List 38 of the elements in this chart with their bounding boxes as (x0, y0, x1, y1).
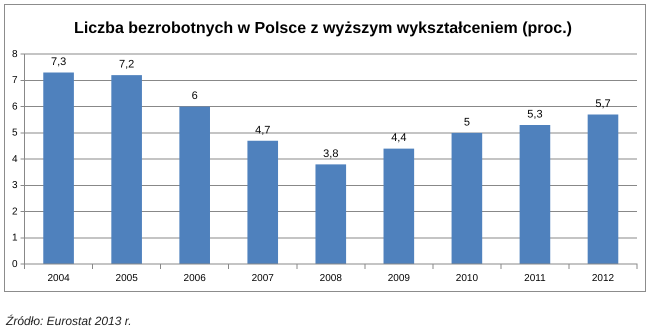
text: Źródło: Eurostat 2013 r. (6, 314, 132, 328)
bar (588, 114, 618, 264)
y-tick-label: 0 (12, 258, 18, 270)
y-tick-label: 2 (12, 206, 18, 218)
data-label: 5,7 (595, 98, 611, 110)
bar (247, 140, 278, 264)
y-tick-label: 4 (12, 154, 18, 165)
chart-title: Liczba bezrobotnych w Polsce z wyższym wykształceniem (proc.) (74, 20, 572, 38)
bar (43, 72, 74, 264)
x-tick-label: 2006 (184, 272, 206, 284)
bar (315, 164, 346, 264)
x-tick-label: 2008 (320, 272, 342, 284)
bar (520, 125, 550, 264)
bar (179, 106, 210, 264)
data-label: 3,8 (323, 148, 338, 160)
y-tick-label: 3 (12, 180, 18, 192)
y-tick-label: 1 (12, 232, 18, 244)
data-label: 7,2 (118, 58, 134, 71)
bar (452, 132, 482, 264)
x-tick-label: 2011 (524, 272, 546, 284)
x-tick-label: 2005 (116, 272, 138, 284)
x-tick-label: 2009 (388, 272, 410, 284)
data-label: 7,3 (50, 56, 66, 68)
y-tick-label: 8 (12, 48, 18, 60)
x-tick-label: 2010 (456, 272, 478, 284)
y-tick-label: 6 (12, 101, 18, 112)
data-label: 6 (192, 90, 198, 102)
bar (111, 75, 142, 264)
x-tick-label: 2004 (47, 272, 70, 284)
x-tick-label: 2007 (252, 272, 274, 284)
data-label: 4,4 (391, 132, 406, 144)
y-tick-label: 5 (12, 128, 18, 139)
x-tick-label: 2012 (592, 272, 615, 284)
bar (384, 148, 414, 264)
y-tick-label: 7 (12, 75, 18, 86)
data-label: 4,7 (255, 124, 270, 136)
data-label: 5,3 (527, 108, 543, 121)
data-label: 5 (464, 116, 470, 128)
